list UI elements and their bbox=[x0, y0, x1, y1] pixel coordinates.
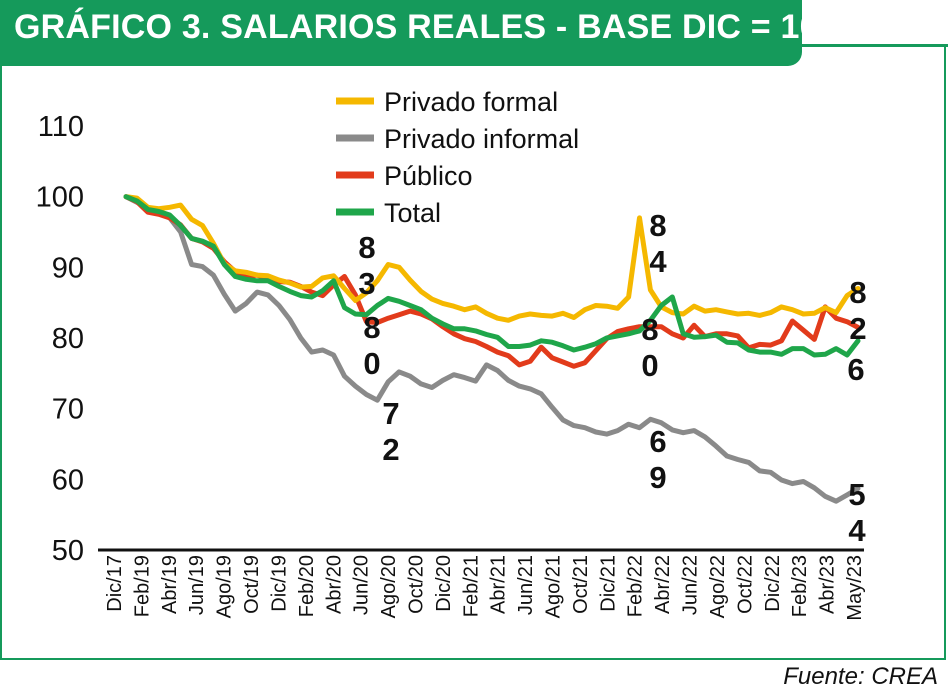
x-tick-label: Abr/22 bbox=[652, 555, 674, 614]
x-tick-label: Dic/17 bbox=[104, 555, 126, 612]
legend-label: Público bbox=[384, 161, 473, 191]
y-tick-label: 100 bbox=[36, 182, 84, 214]
series-line-total bbox=[123, 194, 861, 358]
data-label: 6 bbox=[847, 352, 864, 387]
x-tick-label: Oct/20 bbox=[405, 555, 427, 614]
x-tick-label: May/23 bbox=[844, 555, 866, 621]
header: GRÁFICO 3. SALARIOS REALES - BASE DIC = … bbox=[0, 0, 948, 66]
legend-label: Privado informal bbox=[384, 124, 579, 154]
legend-label: Privado formal bbox=[384, 87, 558, 117]
x-tick-label: Jun/22 bbox=[680, 555, 702, 615]
x-tick-label: Abr/20 bbox=[323, 555, 345, 614]
x-tick-label: Dic/21 bbox=[597, 555, 619, 612]
x-tick-label: Dic/19 bbox=[268, 555, 290, 612]
x-tick-label: Feb/19 bbox=[131, 555, 153, 617]
x-tick-label: Dic/20 bbox=[433, 555, 455, 612]
y-tick-label: 70 bbox=[52, 394, 84, 426]
x-tick-label: Ago/19 bbox=[214, 555, 236, 618]
chart-svg: 50 60 70 80 90 100 110 Dic/17 Feb/19 Abr/19 Jun/19… bbox=[36, 87, 867, 621]
y-tick-label: 80 bbox=[52, 323, 84, 355]
header-banner bbox=[0, 0, 802, 66]
x-tick-label: Ago/21 bbox=[543, 555, 565, 618]
x-tick-label: Abr/19 bbox=[159, 555, 181, 614]
series-line-publico bbox=[123, 194, 861, 369]
source-note: Fuente: CREA bbox=[783, 663, 938, 690]
legend-label: Total bbox=[384, 198, 441, 228]
x-tick-label: Jun/21 bbox=[515, 555, 537, 615]
x-tick-label: Abr/21 bbox=[488, 555, 510, 614]
x-tick-label: Oct/19 bbox=[241, 555, 263, 614]
x-tick-label: Jun/20 bbox=[351, 555, 373, 615]
x-tick-label: Feb/21 bbox=[460, 555, 482, 617]
x-tick-label: Dic/22 bbox=[762, 555, 784, 612]
x-tick-label: Jun/19 bbox=[186, 555, 208, 615]
chart-title: GRÁFICO 3. SALARIOS REALES - BASE DIC = … bbox=[14, 8, 838, 46]
x-tick-label: Oct/21 bbox=[570, 555, 592, 614]
y-tick-label: 60 bbox=[52, 464, 84, 496]
x-tick-label: Oct/22 bbox=[734, 555, 756, 614]
y-tick-label: 110 bbox=[38, 111, 84, 143]
series-line-privado-informal bbox=[123, 194, 861, 504]
chart-frame bbox=[0, 44, 946, 660]
x-tick-label: Feb/20 bbox=[296, 555, 318, 617]
series-line-privado-formal bbox=[123, 194, 861, 323]
x-tick-label: Feb/23 bbox=[789, 555, 811, 617]
x-tick-label: Ago/22 bbox=[707, 555, 729, 618]
x-tick-label: Feb/22 bbox=[625, 555, 647, 617]
y-tick-label: 90 bbox=[52, 252, 84, 284]
y-tick-label: 50 bbox=[52, 535, 84, 567]
x-tick-label: Abr/23 bbox=[817, 555, 839, 614]
x-tick-label: Ago/20 bbox=[378, 555, 400, 618]
